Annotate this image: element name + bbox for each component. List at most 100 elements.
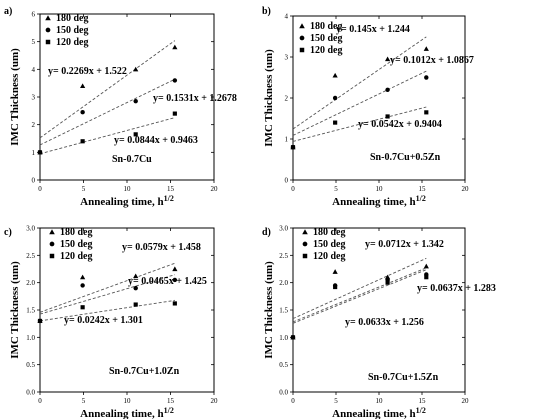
- y-tick-label: 1: [32, 149, 36, 157]
- data-point: [133, 285, 138, 291]
- x-tick-label: 0: [38, 397, 42, 405]
- y-tick-label: 0.0: [26, 389, 35, 397]
- y-tick-label: 3.0: [279, 225, 288, 233]
- panel-b: 0 5 10 15 20 0 1 2 3 4 Annealing time, h1/2 IMC Thi…: [262, 6, 474, 208]
- data-point: [333, 284, 338, 290]
- data-point: [290, 145, 296, 150]
- legend-marker: [49, 253, 55, 259]
- data-point: [423, 263, 429, 269]
- y-tick-label: 6: [32, 11, 36, 19]
- x-axis-label: Annealing time, h1/2: [332, 194, 426, 208]
- fit-line-120-deg: [39, 117, 175, 155]
- y-tick-label: 0: [285, 177, 289, 185]
- legend-entry: 150 deg: [313, 239, 346, 250]
- data-point: [332, 72, 338, 78]
- panel-letter: a): [4, 6, 12, 17]
- x-axis-label: Annealing time, h1/2: [332, 406, 426, 419]
- data-point: [385, 280, 390, 285]
- data-point: [385, 87, 390, 93]
- data-point: [133, 273, 139, 279]
- legend-marker: [299, 23, 305, 29]
- x-tick-label: 15: [419, 397, 427, 405]
- x-tick-label: 5: [334, 185, 338, 193]
- y-tick-label: 2: [32, 121, 36, 129]
- data-point: [172, 78, 178, 83]
- x-tick-label: 0: [291, 185, 295, 193]
- y-tick-label: 2.0: [279, 279, 288, 287]
- fit-equation: y= 0.0633x + 1.256: [345, 317, 424, 328]
- panel-d: 0 5 10 15 20 0.0 0.5 1.0 1.5 2.0 2.5 3.0 Annealing t…: [262, 225, 496, 419]
- alloy-label: Sn-0.7Cu: [112, 154, 152, 165]
- x-tick-label: 20: [211, 397, 219, 405]
- legend-entry: 120 deg: [313, 251, 346, 262]
- fit-line-120-deg: [292, 269, 427, 324]
- data-point: [80, 274, 86, 280]
- alloy-label: Sn-0.7Cu+0.5Zn: [370, 152, 441, 163]
- y-tick-label: 2: [285, 95, 289, 103]
- legend-entry: 120 deg: [60, 251, 93, 262]
- panel-a: 0 5 10 15 20 0 1 2 3 4 5 6 Annealing time, h1/2 IMC T…: [4, 6, 237, 208]
- y-tick-label: 3: [285, 54, 289, 62]
- legend-entry: 150 deg: [56, 25, 89, 36]
- x-tick-label: 15: [419, 185, 427, 193]
- y-tick-label: 0: [32, 177, 36, 185]
- fit-equation: y= 0.1531x + 1.2678: [153, 93, 237, 104]
- x-tick-label: 20: [211, 185, 219, 193]
- fit-line-120-deg: [39, 299, 175, 322]
- data-point: [332, 269, 338, 274]
- data-point: [385, 114, 390, 119]
- x-tick-label: 10: [376, 397, 384, 405]
- x-tick-label: 10: [376, 185, 384, 193]
- data-point: [133, 302, 138, 307]
- data-point: [423, 46, 429, 51]
- data-point: [80, 83, 86, 89]
- y-tick-label: 1.5: [279, 307, 288, 315]
- data-point: [333, 120, 338, 125]
- data-point: [172, 111, 177, 116]
- data-point: [133, 132, 138, 137]
- legend-entry: 120 deg: [56, 37, 89, 48]
- fit-line-180-deg: [292, 36, 427, 130]
- legend-marker: [302, 229, 308, 235]
- x-tick-label: 20: [462, 397, 470, 405]
- legend-marker: [49, 229, 55, 235]
- y-tick-label: 2.5: [26, 252, 35, 260]
- data-point: [424, 275, 429, 280]
- y-axis-label: IMC Thickness (um): [263, 49, 275, 147]
- x-tick-label: 5: [334, 397, 338, 405]
- data-point: [385, 274, 391, 280]
- legend-entry: 150 deg: [310, 33, 343, 44]
- x-axis-label: Annealing time, h1/2: [80, 194, 174, 208]
- y-axis-label: IMC Thickness (um): [263, 261, 275, 359]
- data-point: [80, 305, 85, 310]
- x-tick-label: 0: [38, 185, 42, 193]
- y-tick-label: 3.0: [26, 225, 35, 233]
- y-tick-label: 4: [32, 66, 36, 74]
- x-tick-label: 5: [82, 397, 86, 405]
- fit-equation: y= 0.0465x + 1.425: [128, 276, 207, 287]
- legend-entry: 120 deg: [310, 45, 343, 56]
- fit-equation: y= 0.0579x + 1.458: [122, 242, 201, 253]
- data-point: [80, 110, 85, 115]
- x-tick-label: 20: [462, 185, 470, 193]
- fit-equation: y= 0.0844x + 0.9463: [114, 135, 198, 146]
- legend-marker: [45, 39, 51, 45]
- fit-equation: y= 0.145x + 1.244: [336, 24, 410, 35]
- panel-letter: b): [262, 6, 271, 17]
- y-tick-label: 2.0: [26, 279, 35, 287]
- legend-marker: [49, 241, 55, 247]
- fit-line-180-deg: [292, 257, 427, 320]
- fit-equation: y= 0.0712x + 1.342: [365, 239, 444, 250]
- y-tick-label: 0.5: [279, 361, 288, 369]
- legend-marker: [299, 35, 305, 41]
- data-point: [80, 139, 85, 144]
- data-point: [37, 318, 43, 324]
- y-tick-label: 1.5: [26, 307, 35, 315]
- data-point: [80, 283, 85, 288]
- y-tick-label: 1: [285, 136, 289, 144]
- data-point: [133, 66, 139, 72]
- y-tick-label: 1.0: [26, 334, 35, 342]
- alloy-label: Sn-0.7Cu+1.5Zn: [368, 372, 439, 383]
- y-axis-label: IMC Thickness (um): [9, 48, 21, 146]
